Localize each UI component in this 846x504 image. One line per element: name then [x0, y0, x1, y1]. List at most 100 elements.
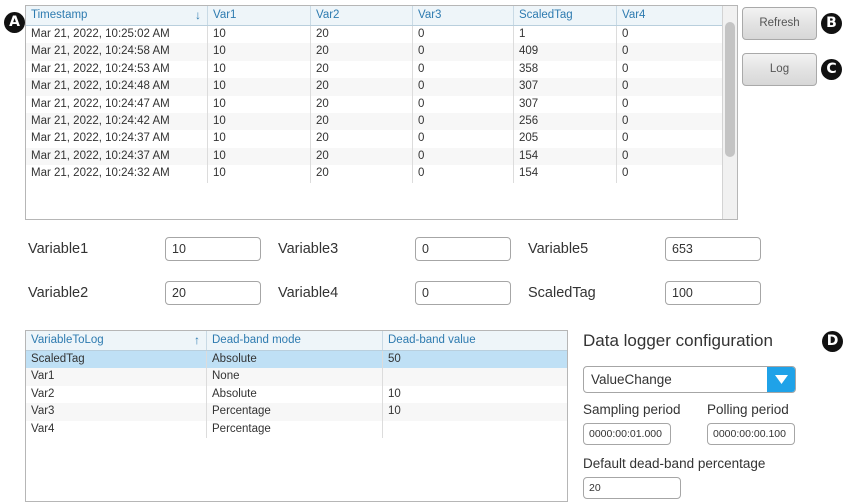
table-row[interactable]: Mar 21, 2022, 10:25:02 AM 10 20 0 1 0 — [26, 26, 737, 44]
chevron-down-icon[interactable] — [767, 367, 795, 392]
table-row[interactable]: Mar 21, 2022, 10:24:58 AM 10 20 0 409 0 — [26, 43, 737, 61]
log-table-scrollbar[interactable] — [722, 6, 737, 219]
variable4-input[interactable]: 0 — [415, 281, 511, 305]
table-row[interactable]: Mar 21, 2022, 10:24:32 AM 10 20 0 154 0 — [26, 165, 737, 183]
table-cell: 20 — [311, 165, 413, 183]
table-cell: 0 — [413, 95, 514, 113]
scaledtag-input[interactable]: 100 — [665, 281, 761, 305]
table-cell: 20 — [311, 78, 413, 96]
table-row[interactable]: Mar 21, 2022, 10:24:37 AM 10 20 0 154 0 — [26, 147, 737, 166]
log-table-column-header[interactable]: ScaledTag — [514, 6, 617, 25]
polling-period-input[interactable]: 0000:00:00.100 — [707, 423, 795, 445]
variable-to-log-body[interactable]: ScaledTag Absolute 50 Var1 None Var2 Absolute 1… — [26, 351, 567, 438]
log-table-body[interactable]: Mar 21, 2022, 10:25:02 AM 10 20 0 1 0 Mar 21, … — [26, 26, 737, 183]
table-row[interactable]: Var4 Percentage — [26, 420, 567, 438]
log-table-column-header-label: Var1 — [213, 9, 237, 21]
log-table-column-header[interactable]: Var3 — [413, 6, 514, 25]
variable1-input[interactable]: 10 — [165, 237, 261, 261]
table-cell: 10 — [208, 43, 311, 61]
table-row[interactable]: Mar 21, 2022, 10:24:53 AM 10 20 0 358 0 — [26, 60, 737, 79]
variable-to-log-column-header-label: Dead-band value — [388, 334, 476, 346]
table-cell — [383, 368, 567, 385]
table-cell: 1 — [514, 26, 617, 44]
table-cell: Mar 21, 2022, 10:24:37 AM — [26, 130, 208, 148]
log-table-column-header[interactable]: Timestamp ↓ — [26, 6, 208, 25]
annotation-badge-c: C — [821, 59, 842, 80]
variable-to-log-header-row: VariableToLog ↑ Dead-band mode Dead-band va… — [26, 331, 567, 351]
table-cell: 0 — [413, 130, 514, 148]
table-cell: 10 — [208, 26, 311, 44]
data-logger-configuration-title: Data logger configuration — [583, 331, 773, 350]
table-cell: 10 — [208, 147, 311, 166]
table-cell: Mar 21, 2022, 10:24:32 AM — [26, 165, 208, 183]
sampling-period-input[interactable]: 0000:00:01.000 — [583, 423, 671, 445]
polling-period-label: Polling period — [707, 402, 789, 417]
table-cell: 0 — [413, 165, 514, 183]
table-cell: 10 — [208, 95, 311, 113]
table-cell: 10 — [208, 165, 311, 183]
table-cell: Mar 21, 2022, 10:24:42 AM — [26, 112, 208, 131]
log-table-column-header[interactable]: Var1 — [208, 6, 311, 25]
table-row[interactable]: ScaledTag Absolute 50 — [26, 351, 567, 369]
table-cell: 10 — [388, 405, 401, 418]
table-cell: ScaledTag — [26, 351, 207, 369]
default-deadband-input[interactable]: 20 — [583, 477, 681, 499]
table-cell: Var4 — [26, 420, 207, 438]
table-row[interactable]: Mar 21, 2022, 10:24:42 AM 10 20 0 256 0 — [26, 112, 737, 131]
table-cell: Absolute — [207, 351, 383, 369]
table-cell: 0 — [413, 112, 514, 131]
table-cell: Mar 21, 2022, 10:24:48 AM — [26, 78, 208, 96]
variable3-input[interactable]: 0 — [415, 237, 511, 261]
table-cell: 0 — [622, 45, 629, 58]
table-cell: Mar 21, 2022, 10:24:58 AM — [26, 43, 208, 61]
trigger-mode-select[interactable]: ValueChange — [583, 366, 796, 393]
variable-to-log-column-header-label: Dead-band mode — [212, 334, 301, 346]
variable4-label: Variable4 — [278, 285, 339, 301]
table-row[interactable]: Var1 None — [26, 368, 567, 386]
table-row[interactable]: Var2 Absolute 10 — [26, 385, 567, 404]
variable1-label: Variable1 — [28, 241, 89, 257]
log-table-column-header-label: Var4 — [622, 9, 646, 21]
table-cell: Mar 21, 2022, 10:24:53 AM — [26, 60, 208, 79]
table-cell: 0 — [622, 80, 629, 93]
sort-desc-icon: ↓ — [195, 8, 201, 22]
log-table-column-header-label: ScaledTag — [519, 9, 573, 21]
log-table-column-header-label: Timestamp — [31, 9, 88, 21]
table-cell: 358 — [514, 60, 617, 79]
sort-asc-icon: ↑ — [194, 333, 200, 347]
variable-to-log-column-header[interactable]: VariableToLog ↑ — [26, 331, 207, 350]
table-cell: 0 — [413, 147, 514, 166]
variable3-label: Variable3 — [278, 241, 339, 257]
table-cell: 20 — [311, 26, 413, 44]
table-row[interactable]: Mar 21, 2022, 10:24:47 AM 10 20 0 307 0 — [26, 95, 737, 113]
table-cell: 10 — [388, 387, 401, 400]
log-table-header-row: Timestamp ↓ Var1 Var2 Var3 ScaledTag Var4 — [26, 6, 737, 26]
variable-to-log-column-header[interactable]: Dead-band value — [383, 331, 567, 350]
variable-to-log-table[interactable]: VariableToLog ↑ Dead-band mode Dead-band va… — [25, 330, 568, 502]
refresh-button[interactable]: Refresh — [742, 7, 817, 40]
table-cell: 154 — [514, 165, 617, 183]
table-cell: 10 — [208, 78, 311, 96]
log-table-column-header[interactable]: Var2 — [311, 6, 413, 25]
log-table-scrollbar-thumb[interactable] — [725, 22, 735, 157]
log-data-table[interactable]: Timestamp ↓ Var1 Var2 Var3 ScaledTag Var4 Mar … — [25, 5, 738, 220]
annotation-badge-b: B — [821, 13, 842, 34]
table-cell: 0 — [622, 149, 629, 162]
table-row[interactable]: Var3 Percentage 10 — [26, 403, 567, 421]
table-cell: 0 — [622, 132, 629, 145]
table-cell: Var3 — [26, 403, 207, 421]
variable-to-log-column-header[interactable]: Dead-band mode — [207, 331, 383, 350]
table-row[interactable]: Mar 21, 2022, 10:24:37 AM 10 20 0 205 0 — [26, 130, 737, 148]
table-cell: Mar 21, 2022, 10:25:02 AM — [26, 26, 208, 44]
variable5-input[interactable]: 653 — [665, 237, 761, 261]
table-cell: 0 — [622, 62, 629, 75]
table-cell: Mar 21, 2022, 10:24:37 AM — [26, 147, 208, 166]
log-button[interactable]: Log — [742, 53, 817, 86]
log-table-column-header[interactable]: Var4 — [617, 6, 722, 25]
variable2-input[interactable]: 20 — [165, 281, 261, 305]
table-cell: 10 — [208, 112, 311, 131]
table-cell: 0 — [622, 97, 629, 110]
table-row[interactable]: Mar 21, 2022, 10:24:48 AM 10 20 0 307 0 — [26, 78, 737, 96]
variable5-label: Variable5 — [528, 241, 589, 257]
table-cell — [383, 421, 567, 438]
